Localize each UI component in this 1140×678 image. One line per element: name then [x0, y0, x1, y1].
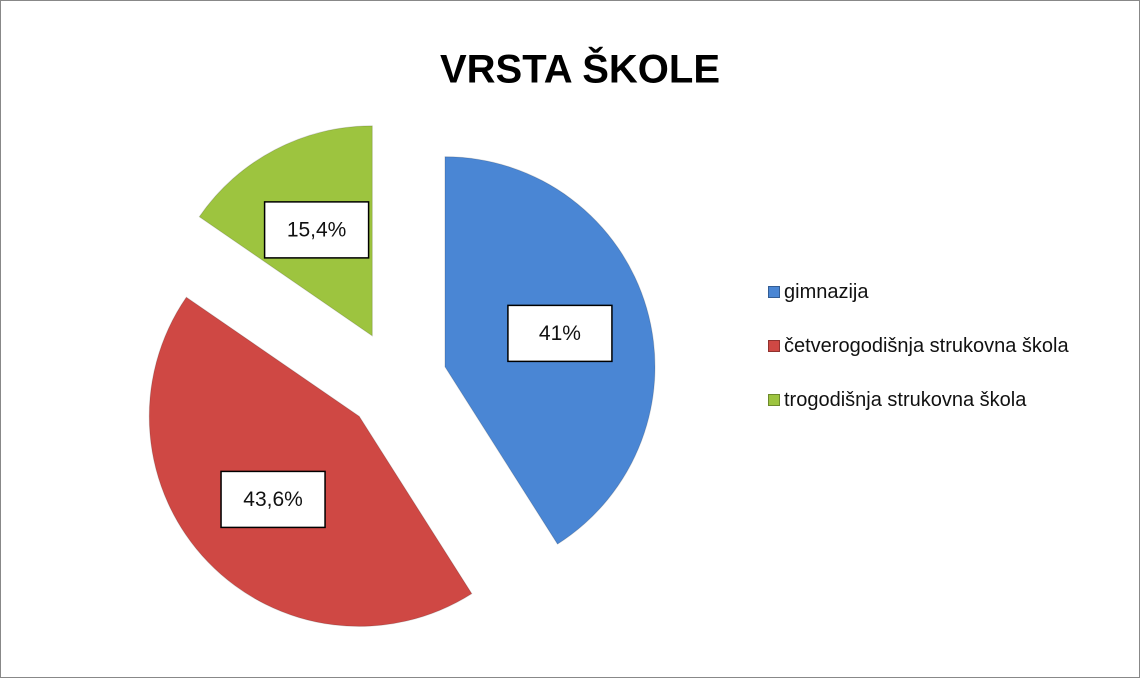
legend-item: trogodišnja strukovna škola [768, 386, 1108, 414]
data-label-box [263, 201, 370, 259]
chart-title: VRSTA ŠKOLE [440, 46, 720, 92]
data-label-box [220, 470, 326, 529]
data-label: 15,4% [287, 218, 347, 241]
data-label: 41% [539, 322, 581, 345]
legend-swatch [768, 394, 780, 406]
pie-slice [148, 296, 473, 627]
legend-label: četverogodišnja strukovna škola [784, 335, 1069, 357]
data-label: 43,6% [243, 488, 303, 511]
legend-label: trogodišnja strukovna škola [784, 389, 1027, 411]
legend-swatch [768, 286, 780, 298]
legend-swatch [768, 340, 780, 352]
legend-item: četverogodišnja strukovna škola [768, 332, 1108, 360]
data-label-box [507, 304, 613, 363]
legend-item: gimnazija [768, 278, 1108, 306]
legend: gimnazija četverogodišnja strukovna škola… [768, 278, 1108, 440]
legend-label: gimnazija [784, 281, 869, 303]
